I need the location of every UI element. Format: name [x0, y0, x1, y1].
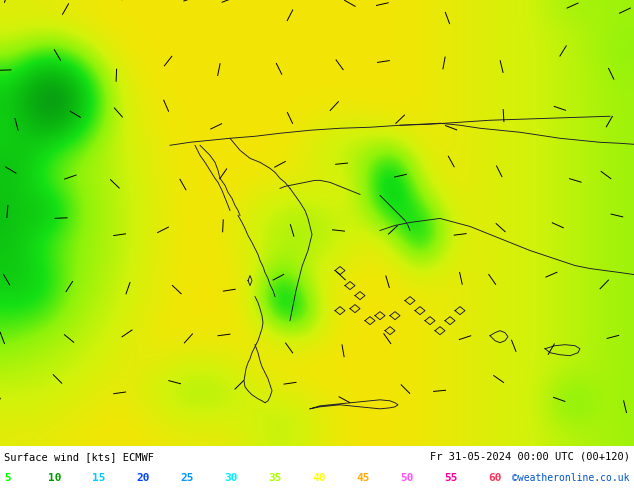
Text: Fr 31-05-2024 00:00 UTC (00+120): Fr 31-05-2024 00:00 UTC (00+120) [430, 452, 630, 462]
Text: 30: 30 [224, 473, 238, 483]
Text: 35: 35 [268, 473, 281, 483]
Text: 60: 60 [488, 473, 501, 483]
Text: 10: 10 [48, 473, 61, 483]
Text: 40: 40 [312, 473, 325, 483]
Text: 50: 50 [400, 473, 413, 483]
Text: 15: 15 [92, 473, 105, 483]
Text: ©weatheronline.co.uk: ©weatheronline.co.uk [512, 473, 630, 483]
Text: 20: 20 [136, 473, 150, 483]
Text: 45: 45 [356, 473, 370, 483]
Text: 5: 5 [4, 473, 11, 483]
Text: 55: 55 [444, 473, 458, 483]
Text: 25: 25 [180, 473, 193, 483]
Text: Surface wind [kts] ECMWF: Surface wind [kts] ECMWF [4, 452, 154, 462]
